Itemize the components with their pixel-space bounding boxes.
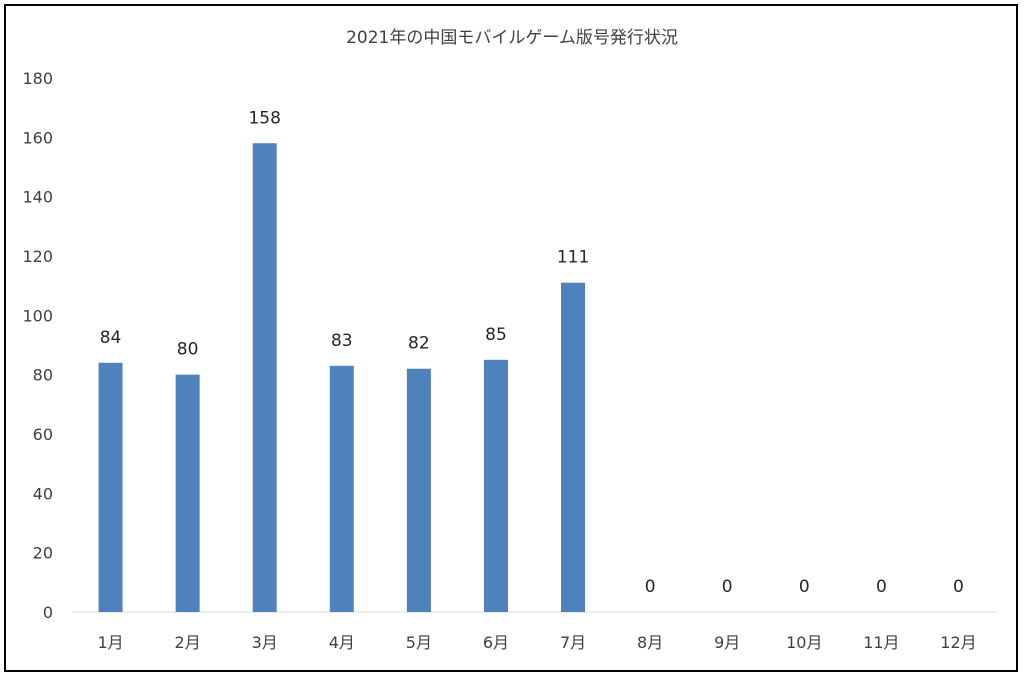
y-tick-label: 180 — [22, 69, 53, 88]
x-tick-label: 7月 — [560, 633, 586, 652]
bar-7 — [561, 282, 586, 612]
x-tick-label: 8月 — [637, 633, 663, 652]
data-label: 0 — [722, 577, 733, 597]
x-tick-label: 3月 — [252, 633, 278, 652]
x-tick-label: 12月 — [940, 633, 976, 652]
x-tick-label: 4月 — [329, 633, 355, 652]
chart-title: 2021年の中国モバイルゲーム版号発行状況 — [346, 28, 678, 48]
data-label: 84 — [100, 328, 122, 348]
x-tick-label: 6月 — [483, 633, 509, 652]
x-tick-label: 2月 — [175, 633, 201, 652]
data-label: 80 — [177, 340, 199, 360]
y-tick-label: 100 — [22, 306, 53, 325]
y-tick-label: 120 — [22, 247, 53, 266]
y-tick-label: 60 — [33, 425, 53, 444]
data-label: 82 — [408, 334, 430, 354]
data-labels: 84 80 158 83 82 85 111 0 0 0 0 0 — [100, 108, 964, 597]
bar-1 — [98, 362, 123, 612]
data-label: 85 — [485, 325, 507, 345]
bar-4 — [329, 365, 354, 612]
x-tick-label: 9月 — [714, 633, 740, 652]
bar-2 — [175, 374, 200, 612]
bar-6 — [483, 359, 508, 612]
bar-3 — [252, 143, 277, 612]
x-tick-label: 1月 — [97, 633, 123, 652]
y-tick-label: 140 — [22, 188, 53, 207]
y-axis-ticks: 0 20 40 60 80 100 120 140 160 180 — [22, 69, 53, 622]
data-label: 0 — [645, 577, 656, 597]
y-tick-label: 40 — [33, 484, 53, 503]
chart-frame — [4, 4, 1018, 672]
data-label: 158 — [248, 108, 280, 128]
data-label: 0 — [876, 577, 887, 597]
y-tick-label: 0 — [43, 603, 53, 622]
data-label: 83 — [331, 331, 353, 351]
x-tick-label: 10月 — [786, 633, 822, 652]
data-label: 0 — [799, 577, 810, 597]
y-tick-label: 160 — [22, 128, 53, 147]
bar-5 — [406, 368, 431, 612]
data-label: 0 — [953, 577, 964, 597]
data-label: 111 — [557, 248, 589, 268]
x-tick-label: 5月 — [406, 633, 432, 652]
x-tick-label: 11月 — [863, 633, 899, 652]
y-tick-label: 20 — [33, 544, 53, 563]
bars — [98, 143, 586, 612]
y-tick-label: 80 — [33, 366, 53, 385]
x-axis-ticks: 1月 2月 3月 4月 5月 6月 7月 8月 9月 10月 11月 12月 — [97, 633, 976, 652]
